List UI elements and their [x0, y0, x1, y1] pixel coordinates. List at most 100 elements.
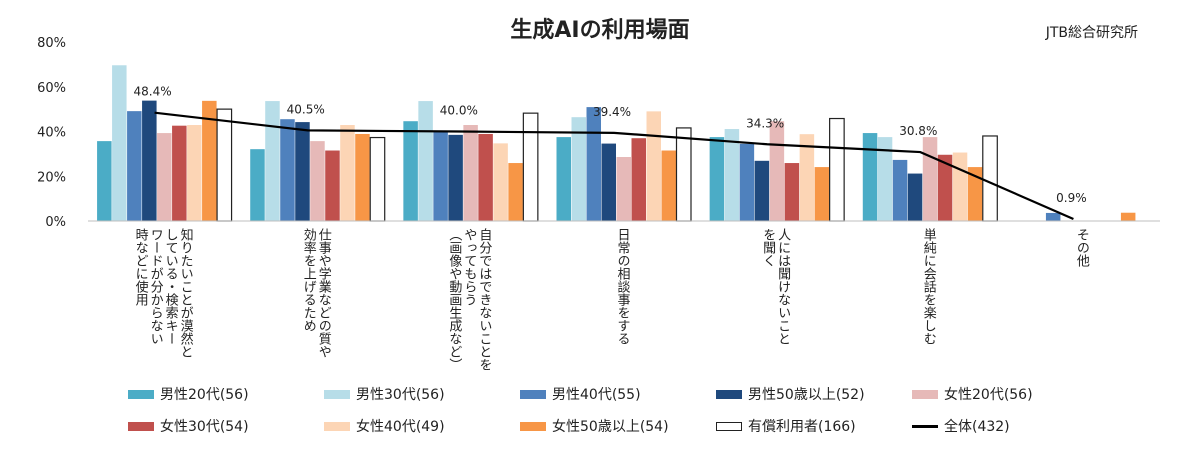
legend-label: 男性20代(56) — [160, 387, 249, 403]
y-tick-label: 80% — [37, 36, 66, 51]
legend-item: 全体(432) — [912, 416, 1010, 436]
bar — [112, 65, 127, 222]
legend-swatch — [716, 421, 742, 431]
bar — [310, 141, 325, 221]
category-label: 時などに使用 — [133, 228, 149, 307]
legend-swatch — [716, 389, 742, 399]
overall-data-label: 40.0% — [440, 104, 478, 118]
y-tick-label: 20% — [37, 170, 66, 185]
bar — [463, 125, 478, 221]
bar — [799, 134, 815, 221]
bar — [448, 134, 463, 221]
bar — [814, 167, 830, 221]
bar — [493, 143, 508, 221]
legend-label: 全体(432) — [944, 419, 1010, 435]
legend-item: 男性20代(56) — [128, 384, 249, 404]
category-label: 仕事や学業などの質や — [316, 228, 332, 358]
bar — [216, 108, 233, 222]
legend-swatch — [520, 421, 546, 431]
bar — [556, 137, 571, 221]
bar — [522, 112, 539, 222]
category-label: やってもらう — [461, 228, 477, 306]
bar — [403, 121, 418, 221]
source-label: JTB総合研究所 — [1045, 25, 1138, 41]
legend-swatch — [324, 421, 350, 431]
bar — [784, 163, 800, 221]
legend-item: 男性50歳以上(52) — [716, 384, 865, 404]
bar — [922, 137, 938, 221]
bar — [250, 149, 265, 221]
bar — [265, 101, 280, 221]
category-label: 自分ではできないことを — [476, 228, 492, 371]
legend-swatch — [520, 389, 546, 399]
overall-data-label: 39.4% — [593, 105, 631, 119]
bar — [295, 122, 310, 221]
bar — [340, 125, 355, 221]
bar — [646, 111, 661, 221]
category-label: している・検索キー — [163, 228, 179, 345]
bar — [601, 143, 616, 221]
bar — [202, 100, 217, 221]
legend-item: 女性20代(56) — [912, 384, 1033, 404]
legend-label: 男性40代(55) — [552, 387, 641, 403]
bar — [571, 117, 586, 221]
chart-title: 生成AIの利用場面 — [510, 18, 690, 43]
bar — [967, 167, 983, 221]
bar — [142, 100, 157, 221]
legend-item: 男性40代(55) — [520, 384, 641, 404]
bar — [127, 111, 142, 221]
legend-item: 有償利用者(166) — [716, 416, 856, 436]
legend-label: 女性40代(49) — [356, 419, 445, 435]
category-label: ワードが分からない — [148, 228, 164, 345]
legend-label: 男性50歳以上(52) — [748, 387, 865, 403]
bar — [1120, 212, 1136, 221]
bar — [478, 133, 493, 221]
bar — [739, 143, 755, 221]
bar — [433, 131, 448, 221]
category-label: 知りたいことが漠然と — [178, 227, 194, 358]
category-label: 人には聞けないこと — [775, 228, 791, 345]
bar — [877, 137, 893, 221]
bar — [892, 159, 908, 221]
legend-swatch — [912, 389, 938, 399]
legend-item: 女性30代(54) — [128, 416, 249, 436]
legend-label: 女性50歳以上(54) — [552, 419, 669, 435]
bar — [172, 125, 187, 221]
overall-data-label: 48.4% — [134, 85, 172, 99]
y-tick-label: 60% — [37, 81, 66, 96]
y-tick-label: 0% — [45, 215, 66, 230]
bar — [937, 154, 953, 221]
y-tick-label: 40% — [37, 126, 66, 141]
bar — [769, 121, 785, 221]
legend-swatch — [324, 389, 350, 399]
category-label: を聞く — [760, 228, 775, 267]
legend-line-swatch — [912, 424, 938, 428]
bar — [325, 150, 340, 221]
bar — [508, 163, 523, 221]
bar — [631, 138, 646, 221]
bar — [157, 133, 172, 221]
overall-data-label: 30.8% — [899, 124, 937, 138]
category-label: 単純に会話を楽しむ — [921, 227, 937, 345]
bar — [586, 107, 601, 221]
legend-item: 女性50歳以上(54) — [520, 416, 669, 436]
bar — [724, 129, 740, 221]
bar — [829, 117, 845, 222]
bar — [187, 125, 202, 221]
bar — [952, 152, 968, 221]
bar — [907, 173, 923, 221]
bar — [97, 141, 112, 221]
legend-label: 女性30代(54) — [160, 419, 249, 435]
bar — [982, 135, 998, 222]
bar — [675, 127, 692, 222]
legend-item: 女性40代(49) — [324, 416, 445, 436]
legend-label: 有償利用者(166) — [748, 419, 856, 435]
overall-data-label: 34.3% — [746, 116, 784, 130]
bar — [418, 101, 433, 221]
bar — [1045, 212, 1061, 221]
bar — [862, 133, 878, 221]
legend-label: 男性30代(56) — [356, 387, 445, 403]
bar — [616, 157, 631, 221]
category-label: その他 — [1074, 228, 1090, 268]
